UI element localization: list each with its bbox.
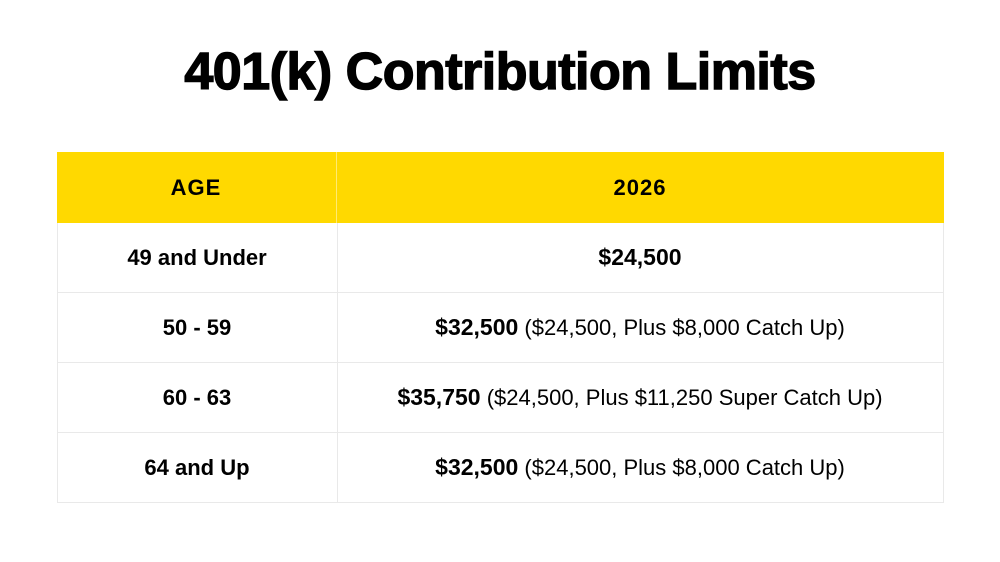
contribution-limits-table: AGE 2026 49 and Under $24,500 50 - 59 $3… [56,152,944,503]
age-cell: 50 - 59 [58,293,338,362]
age-cell: 60 - 63 [58,363,338,432]
limit-cell: $32,500 ($24,500, Plus $8,000 Catch Up) [338,433,943,502]
limit-detail: ($24,500, Plus $8,000 Catch Up) [518,314,845,340]
age-cell: 64 and Up [58,433,338,502]
age-cell: 49 and Under [58,223,338,292]
table-row: 60 - 63 $35,750 ($24,500, Plus $11,250 S… [56,363,944,433]
limit-amount: $32,500 [435,454,519,480]
limit-amount: $32,500 [435,314,519,340]
table-row: 64 and Up $32,500 ($24,500, Plus $8,000 … [56,433,944,503]
limit-detail: ($24,500, Plus $8,000 Catch Up) [518,454,845,480]
limit-amount: $35,750 [397,384,481,410]
page-title: 401(k) Contribution Limits [184,42,817,101]
table-row: 49 and Under $24,500 [56,223,944,293]
limit-detail: ($24,500, Plus $11,250 Super Catch Up) [480,384,883,410]
table-row: 50 - 59 $32,500 ($24,500, Plus $8,000 Ca… [56,293,944,363]
limit-cell: $35,750 ($24,500, Plus $11,250 Super Cat… [338,363,943,432]
table-header-row: AGE 2026 [56,152,944,223]
limit-cell: $32,500 ($24,500, Plus $8,000 Catch Up) [338,293,943,362]
header-cell-age: AGE [57,152,337,223]
limit-cell: $24,500 [338,223,943,292]
limit-amount: $24,500 [598,244,682,270]
header-cell-year: 2026 [613,174,667,200]
